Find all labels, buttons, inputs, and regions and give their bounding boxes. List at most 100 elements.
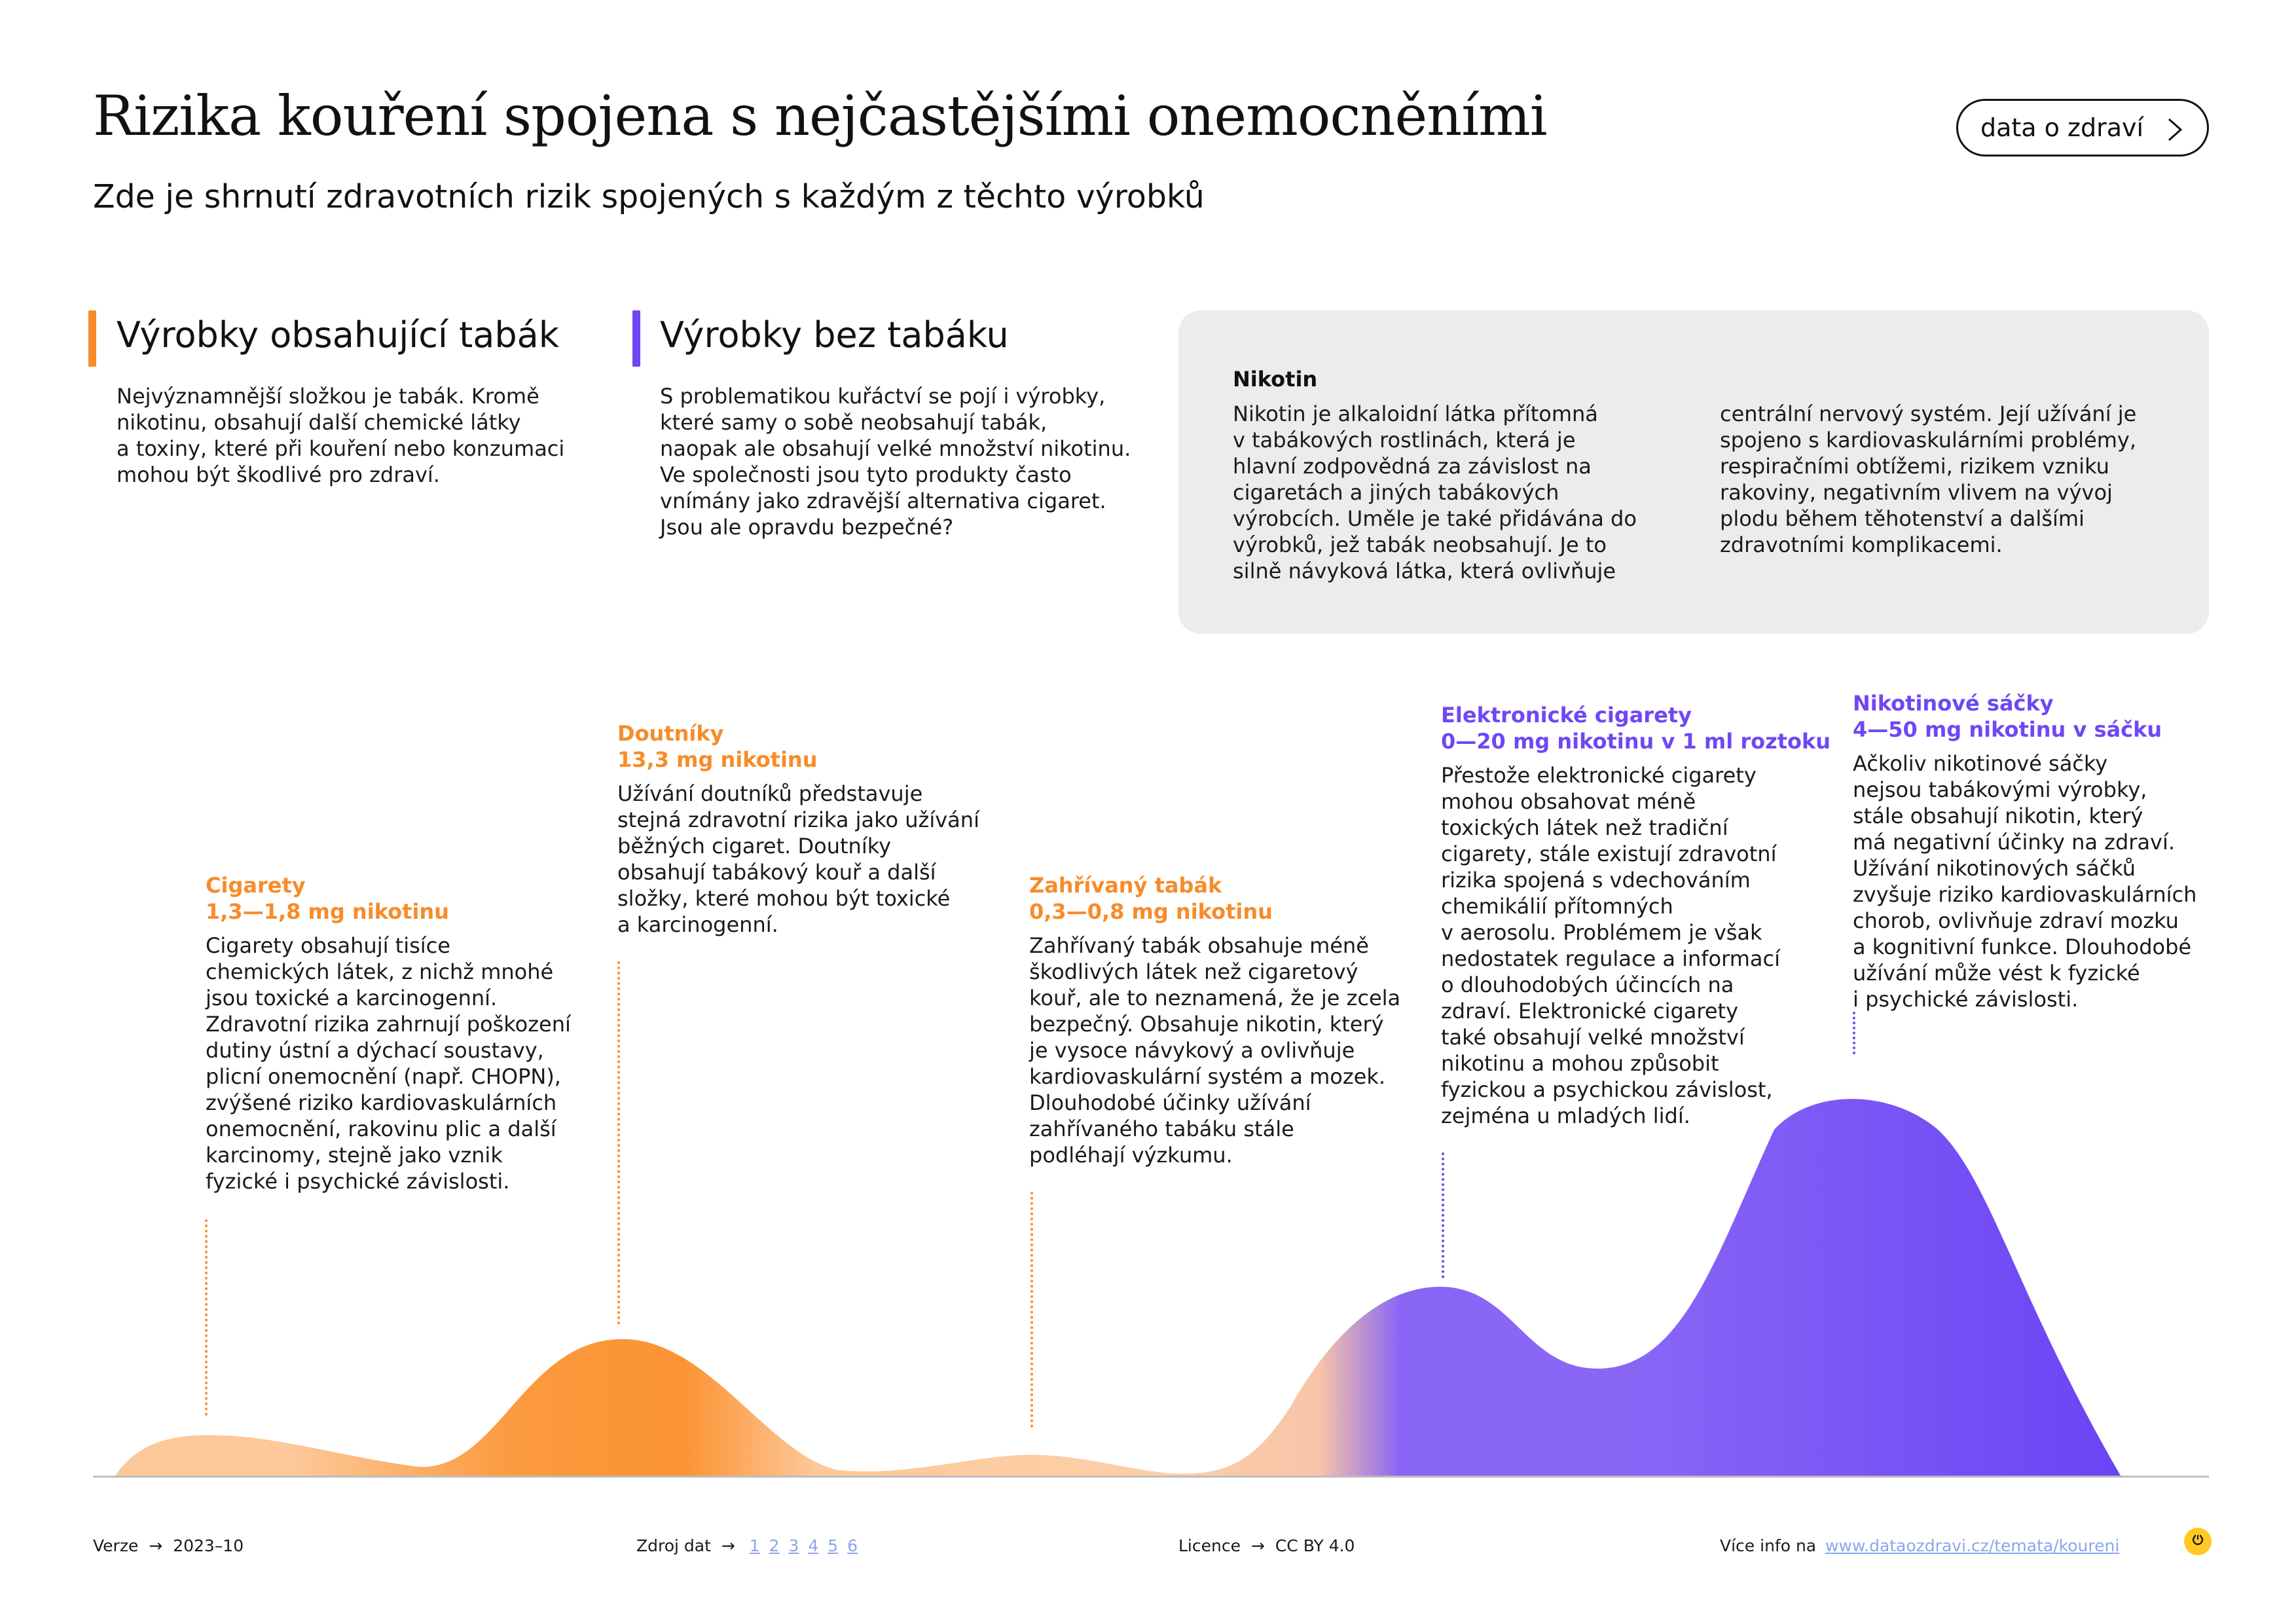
text-line: i psychické závislosti. xyxy=(1853,987,2079,1012)
product-doutniky: Doutníky 13,3 mg nikotinu Užívání doutní… xyxy=(617,720,979,938)
text-line: Užívání nikotinových sáčků xyxy=(1853,856,2136,881)
nikotinove-sacky-leader-line xyxy=(1853,1012,1855,1054)
product-name: Nikotinové sáčky xyxy=(1853,691,2054,716)
doutniky-leader-line xyxy=(617,961,620,1325)
nicotine-title: Nikotin xyxy=(1233,367,1318,392)
text-line: také obsahují velké množství xyxy=(1441,1025,1745,1050)
text-line: je vysoce návykový a ovlivňuje xyxy=(1029,1038,1355,1063)
page-title: Rizika kouření spojena s nejčastějšími o… xyxy=(93,84,1548,148)
footer-more-info: Více info na www.dataozdravi.cz/temata/k… xyxy=(1720,1536,2119,1555)
text-line: Ačkoliv nikotinové sáčky xyxy=(1853,751,2108,776)
source-link-3[interactable]: 3 xyxy=(788,1536,799,1555)
text-line: v aerosolu. Problémem je však xyxy=(1441,920,1762,945)
license-value: CC BY 4.0 xyxy=(1275,1536,1355,1555)
no-tobacco-section-text: S problematikou kuřáctví se pojí i výrob… xyxy=(660,383,1131,540)
product-zahrivany-tabak: Zahřívaný tabák 0,3—0,8 mg nikotinu Zahř… xyxy=(1029,872,1400,1168)
text-line: a toxiny, které při kouření nebo konzuma… xyxy=(117,436,565,461)
no-tobacco-section-title: Výrobky bez tabáku xyxy=(660,314,1009,356)
version-value: 2023–10 xyxy=(173,1536,244,1555)
text-line: silně návyková látka, která ovlivňuje xyxy=(1233,559,1616,583)
product-description: Přestože elektronické cigarety mohou obs… xyxy=(1441,762,1831,1129)
text-line: v tabákových rostlinách, která je xyxy=(1233,428,1576,452)
arrow-right-icon: → xyxy=(1250,1536,1265,1555)
product-nicotine: 13,3 mg nikotinu xyxy=(617,747,818,772)
text-line: které samy o sobě neobsahují tabák, xyxy=(660,410,1048,435)
data-o-zdravi-button[interactable]: data o zdraví xyxy=(1956,99,2209,157)
text-line: fyzickou a psychickou závislost, xyxy=(1441,1077,1773,1102)
text-line: cigaretách a jiných tabákových xyxy=(1233,480,1559,505)
text-line: nedostatek regulace a informací xyxy=(1441,946,1780,971)
wave-area xyxy=(115,1099,2121,1477)
text-line: toxických látek než tradiční xyxy=(1441,815,1728,840)
license-label: Licence xyxy=(1178,1536,1241,1555)
text-line: nikotinu, obsahují další chemické látky xyxy=(117,410,521,435)
nicotine-text-col1: Nikotin je alkaloidní látka přítomná v t… xyxy=(1233,401,1637,584)
text-line: o dlouhodobých účincích na xyxy=(1441,972,1734,997)
product-description: Ačkoliv nikotinové sáčky nejsou tabákový… xyxy=(1853,750,2196,1012)
tobacco-section-bar xyxy=(88,310,96,367)
product-nicotine: 0—20 mg nikotinu v 1 ml roztoku xyxy=(1441,729,1831,754)
product-cigarety: Cigarety 1,3—1,8 mg nikotinu Cigarety ob… xyxy=(206,872,571,1194)
text-line: užívání může vést k fyzické xyxy=(1853,961,2140,986)
text-line: běžných cigaret. Doutníky xyxy=(617,834,892,858)
source-link-2[interactable]: 2 xyxy=(769,1536,780,1555)
product-nicotine: 4—50 mg nikotinu v sáčku xyxy=(1853,717,2162,742)
source-link-4[interactable]: 4 xyxy=(808,1536,819,1555)
tobacco-section-title: Výrobky obsahující tabák xyxy=(117,314,560,356)
text-line: cigarety, stále existují zdravotní xyxy=(1441,841,1777,866)
more-info-link[interactable]: www.dataozdravi.cz/temata/koureni xyxy=(1825,1536,2120,1555)
text-line: zvyšuje riziko kardiovaskulárních xyxy=(1853,882,2197,907)
text-line: fyzické i psychické závislosti. xyxy=(206,1169,510,1194)
text-line: zdraví. Elektronické cigarety xyxy=(1441,999,1738,1024)
text-line: karcinomy, stejně jako vznik xyxy=(206,1143,503,1168)
product-description: Zahřívaný tabák obsahuje méně škodlivých… xyxy=(1029,932,1400,1168)
text-line: bezpečný. Obsahuje nikotin, který xyxy=(1029,1012,1384,1037)
nicotine-info-box xyxy=(1178,310,2209,634)
footer-version: Verze → 2023–10 xyxy=(93,1536,244,1555)
data-o-zdravi-label: data o zdraví xyxy=(1980,113,2144,142)
product-elektronicke-cigarety: Elektronické cigarety 0—20 mg nikotinu v… xyxy=(1441,702,1831,1129)
text-line: Ve společnosti jsou tyto produkty často xyxy=(660,462,1072,487)
text-line: hlavní zodpovědná za závislost na xyxy=(1233,454,1592,479)
text-line: Jsou ale opravdu bezpečné? xyxy=(660,515,954,540)
product-nicotine: 0,3—0,8 mg nikotinu xyxy=(1029,899,1273,924)
e-cigarety-leader-line xyxy=(1442,1153,1444,1278)
cigarety-leader-line xyxy=(205,1219,208,1416)
text-line: Přestože elektronické cigarety xyxy=(1441,763,1757,788)
text-line: zejména u mladých lidí. xyxy=(1441,1103,1690,1128)
text-line: nikotinu a mohou způsobit xyxy=(1441,1051,1719,1076)
logo-mark-icon xyxy=(2192,1534,2204,1545)
product-name: Zahřívaný tabák xyxy=(1029,873,1222,898)
text-line: centrální nervový systém. Její užívání j… xyxy=(1720,401,2137,426)
product-description: Cigarety obsahují tisíce chemických láte… xyxy=(206,932,571,1194)
text-line: chemických látek, z nichž mnohé xyxy=(206,959,554,984)
text-line: mohou obsahovat méně xyxy=(1441,789,1696,814)
footer-sources: Zdroj dat → 1 2 3 4 5 6 xyxy=(636,1536,858,1555)
text-line: zvýšené riziko kardiovaskulárních xyxy=(206,1090,557,1115)
text-line: rizika spojená s vdechováním xyxy=(1441,868,1751,893)
text-line: respiračními obtížemi, rizikem vzniku xyxy=(1720,454,2109,479)
nicotine-wave-chart xyxy=(93,1099,2209,1478)
product-nicotine: 1,3—1,8 mg nikotinu xyxy=(206,899,449,924)
source-link-6[interactable]: 6 xyxy=(847,1536,858,1555)
text-line: zdravotními komplikacemi. xyxy=(1720,532,2003,557)
no-tobacco-section-bar xyxy=(632,310,640,367)
source-link-1[interactable]: 1 xyxy=(749,1536,760,1555)
text-line: škodlivých látek než cigaretový xyxy=(1029,959,1358,984)
text-line: vnímány jako zdravější alternativa cigar… xyxy=(660,489,1106,513)
text-line: S problematikou kuřáctví se pojí i výrob… xyxy=(660,384,1106,409)
text-line: plicní onemocnění (např. CHOPN), xyxy=(206,1064,561,1089)
product-name: Doutníky xyxy=(617,721,724,746)
chevron-right-icon xyxy=(2168,118,2183,141)
text-line: nejsou tabákovými výrobky, xyxy=(1853,777,2147,802)
text-line: chorob, ovlivňuje zdraví mozku xyxy=(1853,908,2179,933)
source-link-5[interactable]: 5 xyxy=(828,1536,839,1555)
text-line: Cigarety obsahují tisíce xyxy=(206,933,450,958)
text-line: mohou být škodlivé pro zdraví. xyxy=(117,462,440,487)
text-line: stále obsahují nikotin, který xyxy=(1853,803,2143,828)
text-line: naopak ale obsahují velké množství nikot… xyxy=(660,436,1131,461)
zahrivany-tabak-leader-line xyxy=(1030,1192,1033,1428)
page-subtitle: Zde je shrnutí zdravotních rizik spojený… xyxy=(93,178,1205,215)
text-line: podléhají výzkumu. xyxy=(1029,1143,1233,1168)
text-line: Nejvýznamnější složkou je tabák. Kromě xyxy=(117,384,539,409)
